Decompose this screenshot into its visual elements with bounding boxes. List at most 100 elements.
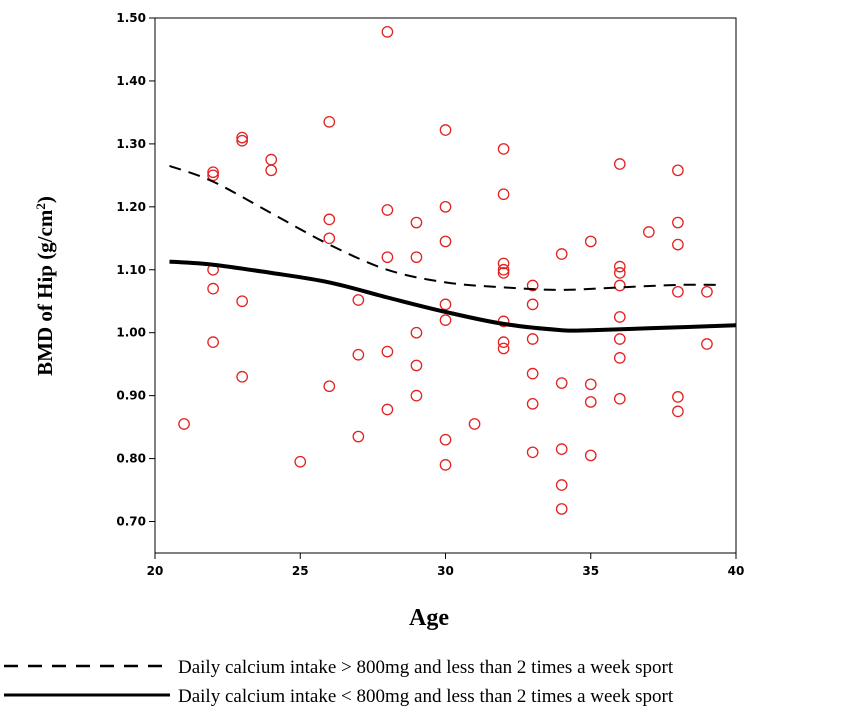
data-point	[497, 143, 510, 155]
data-point	[584, 378, 597, 391]
data-point	[613, 279, 626, 292]
data-point	[323, 116, 336, 128]
data-point	[439, 298, 452, 311]
data-point	[439, 314, 452, 326]
y-tick-label: 1.50	[116, 11, 146, 25]
data-point	[701, 338, 713, 350]
data-point	[294, 455, 307, 468]
data-point	[672, 238, 684, 251]
data-point	[555, 443, 568, 455]
data-point	[613, 260, 626, 273]
data-point	[410, 389, 423, 402]
x-axis-ticks: 20 25 30 35 40	[147, 553, 745, 578]
data-point	[381, 403, 394, 416]
data-point	[236, 295, 248, 308]
y-tick-label: 1.00	[116, 326, 146, 340]
y-tick-label: 1.30	[116, 137, 146, 151]
y-tick-label: 1.40	[116, 74, 146, 88]
y-axis-title: BMD of Hip (g/cm2)	[33, 196, 58, 376]
data-point	[526, 446, 539, 459]
data-point	[323, 232, 336, 245]
data-point	[584, 449, 597, 462]
data-point	[555, 479, 568, 491]
data-point	[410, 216, 423, 229]
data-point	[381, 204, 394, 216]
x-axis-title: Age	[409, 605, 449, 631]
data-point	[672, 391, 684, 403]
y-tick-label: 1.10	[116, 263, 146, 277]
data-point	[613, 352, 626, 364]
data-point	[613, 333, 626, 345]
legend-label-2: Daily calcium intake < 800mg and less th…	[178, 686, 674, 707]
data-point	[352, 348, 365, 361]
data-point	[410, 359, 423, 372]
data-point	[236, 370, 248, 383]
data-point	[672, 216, 684, 229]
data-point	[613, 158, 626, 170]
data-point	[526, 298, 539, 311]
y-axis-ticks: 0.70 0.80 0.90 1.00 1.10 1.20 1.30 1.40 1.50	[116, 11, 155, 529]
x-tick-label: 20	[147, 564, 164, 578]
data-point	[265, 164, 278, 177]
x-tick-label: 40	[728, 564, 745, 578]
data-point	[497, 263, 510, 276]
legend-label-1: Daily calcium intake > 800mg and less th…	[178, 657, 674, 678]
data-point	[555, 503, 568, 515]
x-tick-label: 25	[292, 564, 309, 578]
data-point	[526, 333, 539, 345]
data-point	[613, 311, 626, 323]
x-tick-label: 35	[582, 564, 599, 578]
data-point	[439, 124, 452, 136]
data-point	[381, 251, 394, 264]
data-point	[672, 405, 684, 418]
data-point	[410, 251, 423, 264]
plot-area	[154, 17, 737, 554]
data-point	[236, 131, 248, 144]
data-point	[410, 326, 423, 339]
data-point	[497, 267, 510, 279]
y-tick-label: 0.90	[116, 389, 146, 403]
y-tick-label: 0.70	[116, 515, 146, 529]
data-point	[526, 397, 539, 410]
data-point	[352, 430, 365, 443]
data-point	[323, 380, 336, 393]
legend: Daily calcium intake > 800mg and less th…	[4, 657, 674, 707]
data-point	[439, 200, 452, 213]
data-point	[381, 25, 394, 38]
data-point	[207, 282, 219, 295]
data-point	[468, 418, 481, 430]
data-point	[497, 342, 510, 355]
data-point	[207, 336, 219, 348]
y-tick-label: 0.80	[116, 452, 146, 466]
data-point	[672, 285, 684, 298]
data-point	[497, 336, 510, 348]
data-point	[555, 248, 568, 260]
data-point	[584, 396, 597, 408]
y-tick-label: 1.20	[116, 200, 146, 214]
data-point	[672, 164, 684, 177]
data-point	[497, 257, 510, 270]
data-point	[381, 345, 394, 358]
dashed-fit-line	[169, 164, 722, 291]
data-point	[236, 134, 248, 147]
data-point	[323, 213, 336, 226]
solid-fit-line	[169, 259, 737, 333]
fit-lines	[169, 164, 737, 333]
data-point	[584, 235, 597, 248]
scatter-points	[178, 25, 713, 515]
data-point	[642, 226, 655, 238]
data-point	[178, 418, 190, 430]
data-point	[613, 392, 626, 405]
data-point	[439, 433, 452, 446]
data-point	[207, 166, 219, 179]
data-point	[439, 235, 452, 248]
data-point	[701, 285, 713, 298]
data-point	[526, 279, 539, 292]
data-point	[439, 459, 452, 471]
data-point	[497, 188, 510, 201]
data-point	[526, 367, 539, 380]
data-point	[613, 267, 626, 279]
data-point	[555, 377, 568, 389]
data-point	[352, 294, 365, 306]
